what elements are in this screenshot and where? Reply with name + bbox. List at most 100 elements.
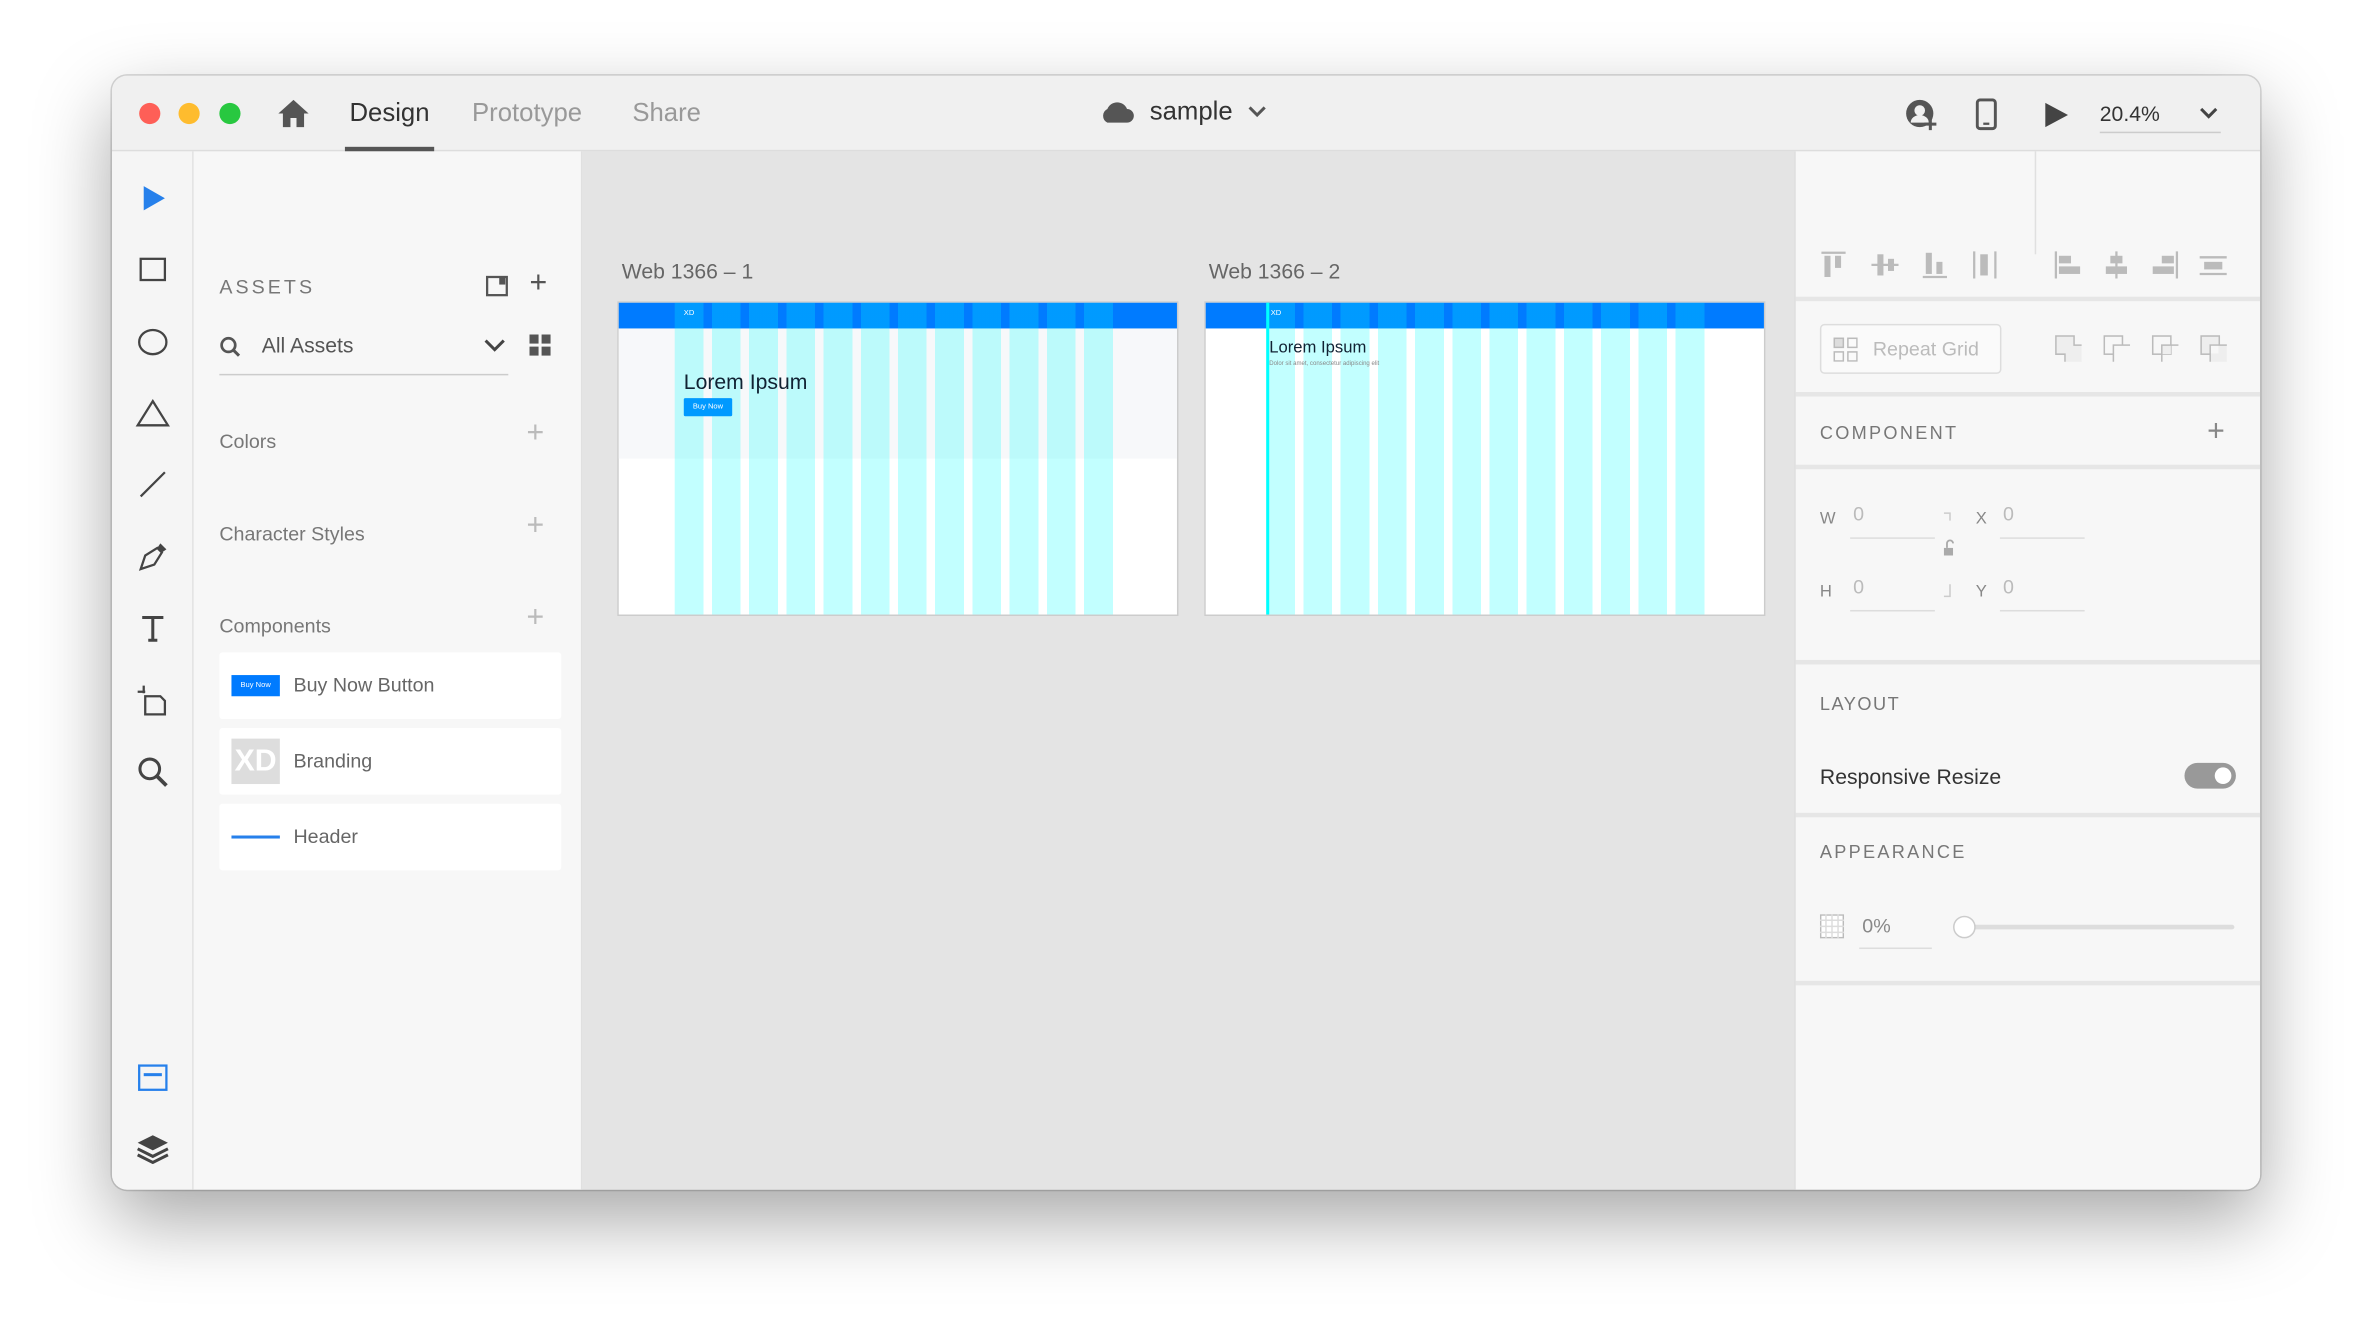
- home-icon[interactable]: [277, 98, 310, 128]
- lock-aspect-ratio-icon[interactable]: [1941, 512, 1956, 618]
- layers-icon: [136, 1135, 169, 1164]
- grid-view-icon[interactable]: [529, 334, 551, 356]
- assets-filter-dropdown[interactable]: All Assets: [219, 330, 509, 376]
- text-icon: [142, 616, 164, 642]
- zoom-level-input[interactable]: 20.4%: [2099, 101, 2221, 134]
- layers-panel-button[interactable]: [133, 1129, 172, 1168]
- maximize-window-button[interactable]: [219, 102, 241, 125]
- artboard-web-1366-1[interactable]: XD Lorem Ipsum Buy Now: [617, 301, 1179, 617]
- document-title-menu[interactable]: sample: [1098, 97, 1266, 127]
- width-label: W: [1819, 510, 1836, 529]
- rectangle-tool[interactable]: [133, 250, 172, 289]
- responsive-resize-toggle[interactable]: [2184, 762, 2236, 789]
- pen-tool[interactable]: [133, 537, 172, 576]
- divider: [1795, 464, 2261, 470]
- text-tool[interactable]: [133, 608, 172, 647]
- align-right-icon[interactable]: [2151, 251, 2179, 279]
- hero-section: [618, 328, 1177, 459]
- boolean-subtract-icon[interactable]: [2103, 335, 2131, 362]
- select-tool[interactable]: [133, 179, 172, 218]
- height-input[interactable]: 0: [1850, 575, 1935, 612]
- align-center-icon[interactable]: [2103, 251, 2130, 279]
- rectangle-icon: [139, 257, 167, 282]
- component-item-header[interactable]: Header: [219, 803, 562, 871]
- zoom-dropdown-chevron-icon[interactable]: [2200, 107, 2218, 119]
- header-bar: [618, 302, 1177, 329]
- ellipse-icon: [138, 328, 168, 356]
- align-left-icon[interactable]: [2054, 251, 2081, 279]
- canvas[interactable]: Web 1366 – 1 XD Lorem Ipsum Buy Now Web …: [582, 151, 1795, 1190]
- align-bottom-icon[interactable]: [1921, 251, 1948, 279]
- hero-heading: Lorem Ipsum: [683, 369, 808, 394]
- responsive-resize-label: Responsive Resize: [1819, 764, 2002, 789]
- assets-icon: [138, 1064, 168, 1091]
- boolean-add-icon[interactable]: [2054, 335, 2082, 362]
- component-item-branding[interactable]: XD Branding: [219, 728, 562, 795]
- play-icon[interactable]: [2042, 101, 2069, 128]
- line-tool[interactable]: [133, 465, 172, 504]
- distribute-horizontal-icon[interactable]: [1971, 251, 1998, 279]
- pen-icon: [138, 543, 167, 571]
- repeat-grid-label: Repeat Grid: [1872, 337, 1979, 361]
- add-component-icon[interactable]: +: [526, 600, 545, 635]
- artboard-web-1366-2[interactable]: XD Lorem Ipsum Dolor sit amet, consectet…: [1204, 301, 1766, 617]
- component-item-buy-now-button[interactable]: Buy Now Buy Now Button: [219, 652, 562, 719]
- tab-share[interactable]: Share: [632, 98, 701, 128]
- divider: [1795, 392, 2261, 397]
- opacity-slider[interactable]: [1953, 915, 2235, 939]
- align-top-icon[interactable]: [1820, 251, 1847, 278]
- y-label: Y: [1975, 582, 1987, 601]
- assets-filter-value: All Assets: [261, 332, 354, 358]
- close-window-button[interactable]: [139, 102, 161, 125]
- buy-now-button: Buy Now: [683, 398, 733, 417]
- select-arrow-icon: [143, 186, 165, 211]
- appearance-section-title: APPEARANCE: [1819, 841, 1967, 863]
- tab-design[interactable]: Design: [344, 98, 434, 152]
- artboard-label[interactable]: Web 1366 – 1: [621, 258, 754, 284]
- xd-logo: XD: [1270, 308, 1282, 318]
- layout-section-title: LAYOUT: [1819, 693, 1901, 715]
- buy-now-thumbnail: Buy Now: [231, 675, 280, 697]
- x-input[interactable]: 0: [1999, 503, 2085, 539]
- tab-prototype[interactable]: Prototype: [471, 98, 583, 128]
- artboard-label[interactable]: Web 1366 – 2: [1208, 258, 1341, 284]
- toggle-knob: [2214, 767, 2232, 785]
- hero-heading: Lorem Ipsum: [1269, 339, 1367, 358]
- add-character-style-icon[interactable]: +: [526, 508, 545, 542]
- add-color-icon[interactable]: +: [526, 416, 545, 450]
- branding-thumbnail: XD: [231, 738, 280, 785]
- opacity-slider-handle[interactable]: [1953, 915, 1976, 939]
- distribute-vertical-icon[interactable]: [2199, 251, 2227, 278]
- character-styles-section-title: Character Styles: [219, 522, 365, 545]
- polygon-tool[interactable]: [133, 394, 172, 433]
- y-input[interactable]: 0: [1999, 575, 2085, 612]
- toolbar: [111, 151, 194, 1190]
- minimize-window-button[interactable]: [178, 102, 200, 125]
- line-icon: [139, 471, 166, 498]
- assets-panel: ASSETS + All Assets Colors + Character S…: [193, 151, 583, 1190]
- open-library-icon[interactable]: [485, 274, 510, 298]
- divider: [1795, 812, 2261, 818]
- header-bar: [1205, 302, 1764, 329]
- ellipse-tool[interactable]: [133, 322, 172, 361]
- boolean-exclude-icon[interactable]: [2200, 335, 2227, 362]
- property-inspector: Repeat Grid COMPONENT + W 0 H 0 X 0 Y 0 …: [1794, 151, 2261, 1190]
- artboard-tool[interactable]: [133, 681, 172, 720]
- colors-section-title: Colors: [219, 429, 277, 453]
- width-input[interactable]: 0: [1850, 503, 1935, 539]
- opacity-input[interactable]: 0%: [1859, 914, 1932, 950]
- artboard-icon: [137, 685, 167, 716]
- assets-panel-button[interactable]: [133, 1058, 172, 1097]
- invite-user-icon[interactable]: [1905, 98, 1938, 131]
- add-asset-icon[interactable]: +: [529, 266, 548, 300]
- boolean-intersect-icon[interactable]: [2151, 335, 2179, 362]
- repeat-grid-button[interactable]: Repeat Grid: [1819, 323, 2002, 374]
- add-component-state-icon[interactable]: +: [2207, 414, 2225, 449]
- repeat-grid-icon: [1833, 337, 1858, 362]
- components-section-title: Components: [219, 614, 331, 638]
- search-icon: [220, 336, 241, 357]
- mobile-preview-icon[interactable]: [1975, 98, 1997, 131]
- chevron-down-icon: [484, 339, 505, 352]
- align-middle-icon[interactable]: [1871, 251, 1899, 278]
- zoom-tool[interactable]: [133, 752, 172, 791]
